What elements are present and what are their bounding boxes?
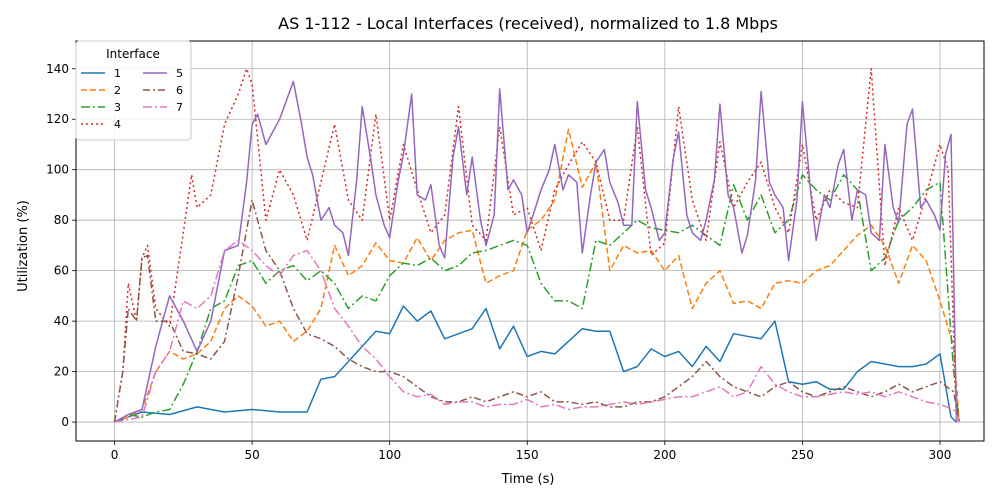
y-tick-label: 80	[54, 213, 69, 227]
y-tick-label: 20	[54, 365, 69, 379]
legend-label-1: 1	[114, 67, 121, 80]
x-tick-label: 200	[653, 448, 676, 462]
legend-label-4: 4	[114, 118, 121, 131]
series-line-7	[114, 239, 960, 423]
legend: Interface 1 2 3 4 5 6 7	[75, 40, 192, 141]
series-line-2	[114, 128, 960, 423]
legend-label-7: 7	[176, 101, 183, 114]
y-tick-label: 40	[54, 314, 69, 328]
legend-title: Interface	[106, 47, 160, 61]
x-tick-label: 100	[378, 448, 401, 462]
x-tick-label: 50	[244, 448, 259, 462]
y-axis-label: Utilization (%)	[16, 200, 31, 292]
legend-label-3: 3	[114, 101, 121, 114]
x-tick-label: 300	[929, 448, 952, 462]
series-line-5	[114, 80, 958, 423]
y-tick-label: 60	[54, 264, 69, 278]
x-axis-label: Time (s)	[501, 472, 555, 487]
legend-label-2: 2	[114, 84, 121, 97]
plot-frame	[75, 40, 985, 442]
legend-items: 1 2 3 4 5 6 7	[81, 67, 183, 131]
legend-box	[75, 40, 192, 141]
y-tick-label: 120	[46, 112, 69, 126]
x-tick-label: 250	[791, 448, 814, 462]
legend-label-6: 6	[176, 84, 183, 97]
series-layer	[113, 68, 960, 423]
y-axis-ticks: 0 20 40 60 80 100 120 140	[46, 62, 76, 429]
grid-lines	[76, 41, 984, 441]
legend-label-5: 5	[176, 67, 183, 80]
series-line-1	[114, 305, 958, 423]
y-tick-label: 140	[46, 62, 69, 76]
x-tick-label: 0	[111, 448, 119, 462]
series-line-6	[113, 199, 960, 423]
y-tick-label: 100	[46, 163, 69, 177]
chart-title: AS 1-112 - Local Interfaces (received), …	[278, 14, 778, 33]
y-tick-label: 0	[61, 415, 69, 429]
x-axis-ticks: 0 50 100 150 200 250 300	[111, 441, 952, 462]
series-line-4	[113, 68, 958, 423]
x-tick-label: 150	[516, 448, 539, 462]
